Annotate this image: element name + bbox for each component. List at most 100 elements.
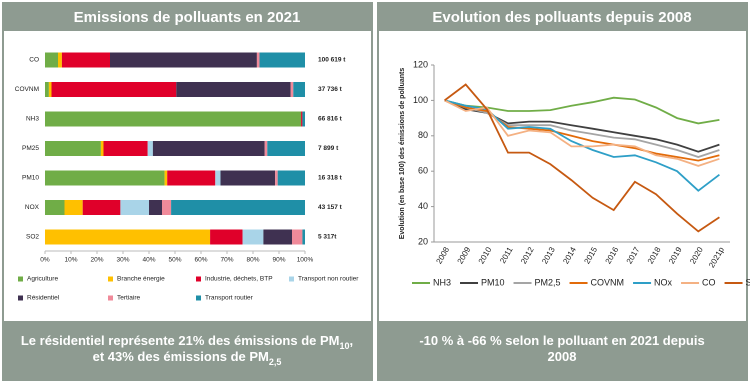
right-title: Evolution des polluants depuis 2008	[432, 9, 691, 26]
legend-swatch	[18, 276, 23, 282]
y-axis-label: Evolution (en base 100) des émissions de…	[399, 68, 406, 240]
series-line	[444, 83, 720, 233]
category-label: NH3	[26, 116, 39, 123]
left-footer	[4, 321, 371, 379]
bar-segment	[110, 52, 257, 68]
bar-segment	[162, 200, 172, 215]
legend-swatch	[18, 295, 23, 301]
bar-segment	[64, 200, 83, 215]
bar-segment	[103, 141, 148, 156]
total-label: 100 619 t	[318, 57, 346, 64]
total-label: 43 157 t	[318, 204, 343, 211]
bar-segment	[293, 82, 305, 97]
bar-segment	[48, 82, 52, 97]
bar-segment	[275, 170, 278, 186]
legend-label: COVNM	[591, 277, 625, 287]
bar-segment	[45, 52, 58, 68]
bar-segment	[171, 200, 305, 215]
legend-swatch	[196, 295, 201, 301]
series-line	[444, 99, 720, 167]
legend-label: CO	[702, 277, 716, 287]
left-title: Emissions de polluants en 2021	[74, 9, 301, 26]
legend-label: NOx	[654, 277, 673, 287]
caption-line: et 43% des émissions de PM2,5	[93, 349, 282, 367]
legend-swatch	[289, 276, 294, 282]
bar-segment	[277, 170, 305, 186]
category-label: PM10	[22, 175, 39, 182]
bar-segment	[259, 52, 305, 68]
caption-part: 2008	[548, 349, 577, 364]
total-label: 16 318 t	[318, 175, 343, 182]
x-tick-label: 30%	[116, 257, 129, 264]
x-tick-label: 80%	[246, 257, 259, 264]
x-tick-label: 20%	[90, 257, 103, 264]
legend-label: Branche énergie	[117, 276, 165, 283]
bar-segment	[302, 111, 305, 127]
bar-segment	[263, 229, 292, 245]
x-tick-label: 0%	[40, 257, 50, 264]
x-tick-label: 100%	[297, 257, 314, 264]
bar-segment	[167, 170, 216, 186]
bar-segment	[58, 52, 62, 68]
total-label: 5 317t	[318, 234, 337, 241]
y-tick-label: 40	[418, 201, 428, 211]
legend-swatch	[108, 276, 113, 282]
bar-segment	[302, 229, 305, 245]
bar-segment	[164, 170, 168, 186]
legend-label: Résidentiel	[27, 295, 60, 302]
bar-segment	[210, 229, 243, 245]
bar-segment	[45, 200, 65, 215]
y-tick-label: 100	[413, 95, 428, 105]
bar-segment	[290, 82, 294, 97]
caption-line: 2008	[548, 349, 577, 364]
bar-segment	[220, 170, 276, 186]
legend-label: Agriculture	[27, 276, 58, 283]
bar-segment	[45, 170, 165, 186]
bar-segment	[45, 141, 101, 156]
series-line	[444, 96, 720, 125]
legend-label: PM2,5	[535, 277, 561, 287]
bar-segment	[45, 229, 211, 245]
right-panel	[377, 2, 748, 381]
bar-segment	[256, 52, 260, 68]
right-header	[379, 4, 746, 31]
category-label: PM25	[22, 145, 39, 152]
legend-label: SO2	[746, 277, 750, 287]
x-tick-label: 70%	[220, 257, 233, 264]
total-label: 37 736 t	[318, 86, 343, 93]
bar-segment	[45, 111, 302, 127]
legend-label: Industrie, déchets, BTP	[205, 276, 273, 283]
legend-label: NH3	[433, 277, 451, 287]
legend-swatch	[196, 276, 201, 282]
bar-segment	[100, 141, 104, 156]
x-tick-label: 60%	[194, 257, 207, 264]
x-tick-label: 40%	[142, 257, 155, 264]
caption-part: ,	[350, 333, 354, 348]
bar-segment	[120, 200, 149, 215]
caption-part: Le résidentiel représente 21% des émissi…	[21, 333, 340, 348]
bar-segment	[82, 200, 121, 215]
bar-segment	[215, 170, 221, 186]
category-label: SO2	[26, 234, 39, 241]
bar-segment	[176, 82, 291, 97]
category-label: NOX	[25, 204, 40, 211]
total-label: 7 899 t	[318, 145, 339, 152]
y-tick-label: 20	[418, 236, 428, 246]
bar-segment	[51, 82, 177, 97]
caption-line: Le résidentiel représente 21% des émissi…	[21, 333, 353, 351]
caption-part: et 43% des émissions de PM	[93, 349, 269, 364]
bar-segment	[61, 52, 110, 68]
legend-label: Transport non routier	[298, 276, 359, 283]
right-footer	[379, 321, 746, 379]
caption-part: 2,5	[269, 357, 282, 367]
bar-segment	[147, 141, 153, 156]
bar-segment	[152, 141, 265, 156]
legend-swatch	[108, 295, 113, 301]
x-tick-label: 90%	[272, 257, 285, 264]
bar-segment	[264, 141, 268, 156]
category-label: CO	[29, 57, 39, 64]
legend-label: Tertiaire	[117, 295, 141, 302]
category-label: COVNM	[15, 86, 39, 93]
bar-segment	[242, 229, 264, 245]
left-header	[4, 4, 371, 31]
